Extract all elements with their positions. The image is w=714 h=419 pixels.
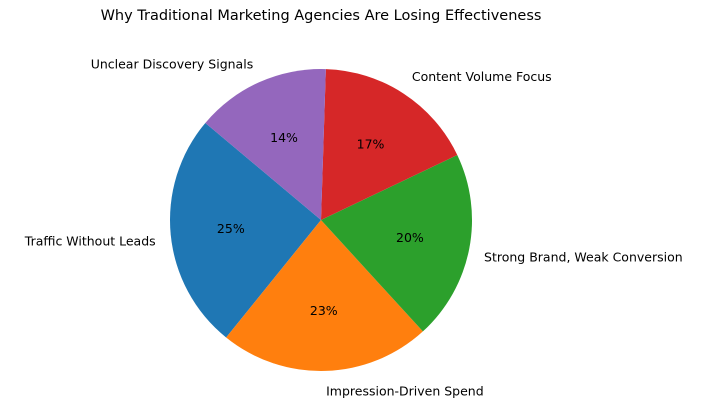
percent-label: 20% [396, 230, 424, 245]
percent-label: 23% [310, 303, 338, 318]
category-label: Strong Brand, Weak Conversion [484, 249, 683, 264]
pie-slice-content-volume-focus [321, 69, 458, 221]
pie-slice-strong-brand-weak-conversion [321, 154, 472, 332]
category-label: Content Volume Focus [412, 69, 552, 84]
chart-title: Why Traditional Marketing Agencies Are L… [100, 8, 542, 24]
category-label: Unclear Discovery Signals [91, 56, 254, 71]
category-label: Traffic Without Leads [24, 234, 156, 249]
percent-label: 14% [270, 130, 298, 145]
pie-slice-unclear-discovery-signals [205, 69, 326, 220]
category-label: Impression-Driven Spend [326, 384, 484, 399]
pie-slice-impression-driven-spend [226, 220, 423, 371]
percent-label: 25% [217, 221, 245, 236]
percent-label: 17% [357, 137, 385, 152]
pie-slice-traffic-without-leads [170, 122, 321, 338]
